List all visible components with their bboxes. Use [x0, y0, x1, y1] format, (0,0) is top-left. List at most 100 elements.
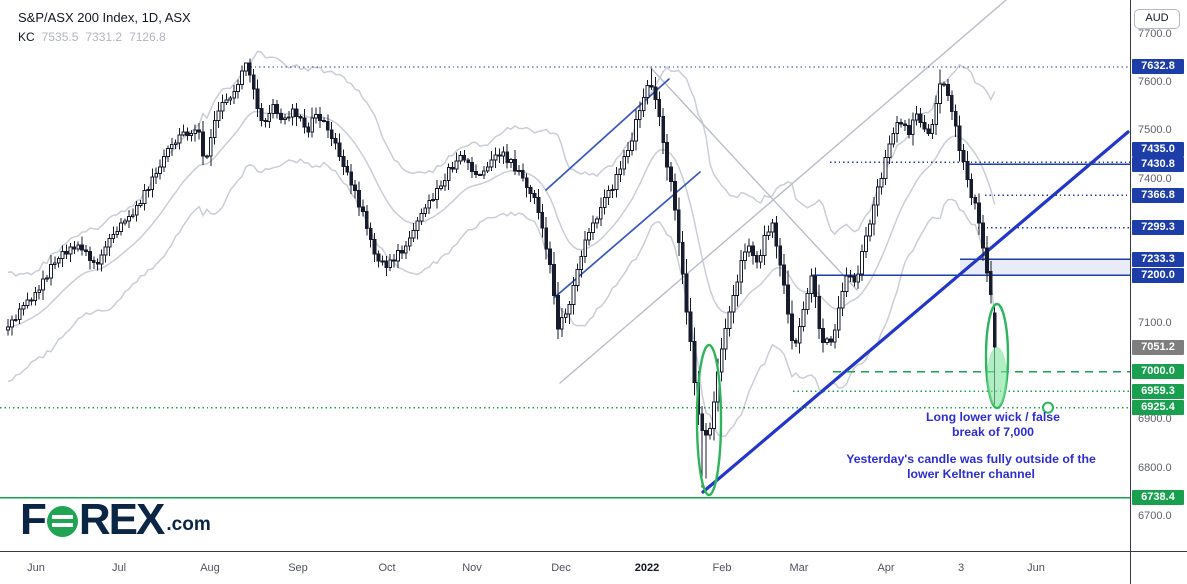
- forex-logo: F REX .com: [20, 498, 211, 542]
- candle-body: [540, 211, 545, 229]
- candle-body: [575, 269, 580, 287]
- candle-body: [446, 167, 451, 181]
- highlight-ellipse: [695, 343, 723, 497]
- candle-body: [33, 292, 38, 302]
- logo-coin-icon: [46, 506, 78, 537]
- logo-tld: .com: [166, 514, 211, 535]
- candle-body: [758, 255, 763, 263]
- candle-body: [895, 122, 900, 135]
- candle-body: [197, 129, 201, 133]
- candle-body: [25, 299, 30, 307]
- candle-body: [485, 166, 490, 172]
- candle-body: [21, 305, 26, 310]
- candle-body: [817, 296, 822, 329]
- candle-body: [91, 259, 96, 263]
- candle-body: [930, 123, 935, 134]
- candle-body: [368, 228, 373, 241]
- candle-body: [688, 311, 693, 343]
- candle-body: [536, 196, 541, 213]
- candle-body: [10, 319, 14, 328]
- candle-body: [181, 131, 186, 136]
- indicator-legend: KC 7535.5 7331.2 7126.8: [18, 30, 191, 44]
- candle-body: [236, 83, 240, 93]
- price-tick: 7600.0: [1138, 76, 1172, 89]
- candle-body: [189, 133, 194, 136]
- candle-body: [345, 165, 350, 173]
- candle-body: [427, 200, 432, 209]
- indicator-value: 7331.2: [85, 30, 123, 44]
- candle-body: [556, 294, 560, 330]
- candle-body: [185, 131, 190, 136]
- time-label: Mar: [789, 562, 809, 574]
- candle-body: [871, 204, 876, 225]
- candle-body: [595, 218, 599, 224]
- candle-body: [719, 348, 724, 373]
- level-marker-circle: [1042, 401, 1054, 414]
- candle-body: [76, 244, 81, 250]
- highlight-ellipse: [984, 302, 1010, 410]
- candle-body: [731, 295, 736, 313]
- candle-body: [419, 213, 424, 222]
- time-axis[interactable]: Jun Jul Aug Sep Oct Nov Dec 2022 Feb Mar Apr 3 Jun: [0, 551, 1187, 584]
- candle-body: [832, 329, 837, 343]
- candle-body: [914, 113, 919, 121]
- price-axis[interactable]: AUD 7700.0 7600.0 7500.0 7400.0 7100.0 6900.0…: [1130, 0, 1187, 551]
- price-badge-green: 6959.3: [1132, 383, 1184, 399]
- candle-body: [868, 223, 872, 237]
- currency-button[interactable]: AUD: [1134, 9, 1180, 29]
- candle-body: [388, 259, 393, 269]
- candle-body: [423, 207, 428, 215]
- candle-body: [641, 96, 646, 111]
- candle-body: [205, 155, 209, 158]
- price-tick: 6700.0: [1138, 509, 1172, 522]
- candle-body: [329, 129, 334, 139]
- time-label: Jun: [1027, 562, 1045, 574]
- price-tick: 7100.0: [1138, 317, 1172, 330]
- candle-body: [524, 177, 529, 189]
- keltner-lower-band: [7, 158, 996, 438]
- candle-body: [559, 316, 564, 330]
- candle-body: [754, 255, 759, 263]
- candle-body: [361, 206, 365, 213]
- candle-body: [255, 88, 260, 110]
- channel-trendline: [545, 78, 670, 191]
- annotation-text-1[interactable]: Long lower wick / false break of 7,000: [926, 410, 1060, 439]
- candle-body: [513, 159, 517, 172]
- candle-body: [813, 275, 818, 298]
- candle-body: [774, 222, 779, 247]
- candle-body: [751, 245, 755, 257]
- candle-body: [439, 185, 443, 189]
- support-zone: [960, 259, 1130, 276]
- candle-body: [489, 159, 494, 168]
- candle-body: [887, 143, 892, 159]
- candle-body: [400, 250, 404, 254]
- candle-body: [649, 85, 654, 88]
- candle-body: [251, 74, 256, 90]
- candle-body: [442, 179, 447, 187]
- candle-body: [314, 114, 319, 119]
- candle-body: [786, 284, 790, 315]
- candle-body: [244, 62, 248, 72]
- annotation-text-2[interactable]: Yesterday's candle was fully outside of …: [846, 452, 1096, 481]
- candle-body: [797, 325, 802, 344]
- candle-body: [938, 83, 943, 104]
- candle-body: [922, 122, 927, 130]
- axis-corner-divider: [1130, 552, 1131, 584]
- price-badge-blue: 7233.3: [1132, 251, 1184, 267]
- candle-body: [801, 308, 806, 327]
- price-badge-green: 6925.4: [1132, 400, 1184, 416]
- price-tick: 7700.0: [1138, 28, 1172, 41]
- candle-body: [825, 338, 829, 344]
- candle-body: [49, 264, 53, 279]
- candle-body: [56, 258, 61, 264]
- candle-body: [392, 259, 397, 262]
- price-badge-blue: 7632.8: [1132, 59, 1184, 75]
- candle-body: [673, 181, 677, 211]
- price-badge-blue: 7430.8: [1132, 156, 1184, 172]
- candle-body: [879, 177, 884, 188]
- candle-body: [587, 232, 592, 241]
- candle-body: [466, 159, 471, 164]
- price-tick: 7500.0: [1138, 124, 1172, 137]
